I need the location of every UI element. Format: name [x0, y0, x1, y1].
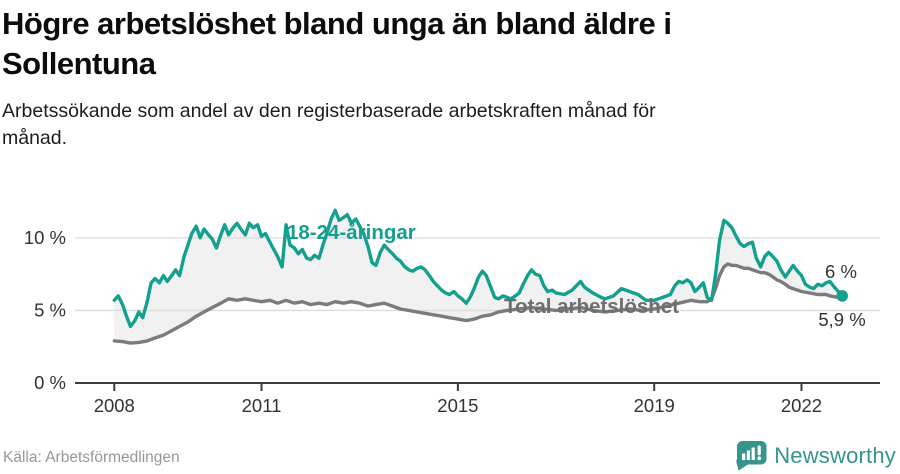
x-tick-label-2015: 2015	[437, 395, 478, 416]
series-line-1	[112, 262, 844, 345]
page-title: Högre arbetslöshet bland unga än bland ä…	[2, 4, 898, 84]
series-line-0	[112, 208, 844, 329]
chart-subtitle: Arbetssökande som andel av den registerb…	[2, 98, 898, 152]
y-tick-label-5: 5 %	[34, 299, 66, 320]
x-tick-label-2019: 2019	[634, 395, 675, 416]
x-tick-label-2011: 2011	[242, 395, 282, 416]
chart-footer: Källa: Arbetsförmedlingen Newsworthy	[0, 440, 900, 474]
x-tick-label-2008: 2008	[94, 395, 135, 416]
series-end-dot	[836, 290, 849, 302]
subtitle-line-1: Arbetssökande som andel av den registerb…	[2, 100, 656, 122]
title-line-1: Högre arbetslöshet bland unga än bland ä…	[2, 6, 672, 41]
chart-header: Högre arbetslöshet bland unga än bland ä…	[2, 4, 898, 152]
newsworthy-wordmark: Newsworthy	[774, 443, 896, 468]
series-label-total: Total arbetslöshet	[504, 295, 679, 318]
end-value-label-young: 6 %	[825, 261, 857, 282]
series-label-young: 18-24-åringar	[287, 221, 416, 244]
y-tick-label-0: 0 %	[34, 372, 66, 393]
newsworthy-bubble-chart-icon	[736, 441, 767, 471]
y-tick-label-10: 10 %	[24, 227, 66, 248]
title-line-2: Sollentuna	[2, 46, 156, 81]
source-credit: Källa: Arbetsförmedlingen	[3, 449, 180, 466]
newsworthy-logo[interactable]: Newsworthy	[736, 441, 896, 471]
x-tick-label-2022: 2022	[781, 395, 822, 416]
subtitle-line-2: månad.	[2, 127, 68, 149]
end-value-label-total: 5,9 %	[818, 309, 865, 330]
